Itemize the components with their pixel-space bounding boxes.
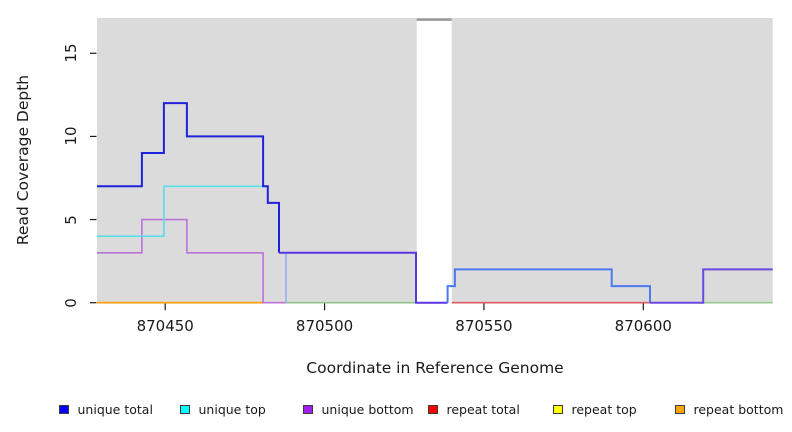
legend-item-repeat-top: repeat top [553,402,637,417]
legend-swatch-unique-bottom [303,404,313,415]
y-tick-label-15: 15 [62,43,80,63]
x-tick-label-870600: 870600 [614,317,672,335]
x-tick-label-870550: 870550 [455,317,513,335]
plot-background-right [451,18,773,304]
series-line-unique-top-visible [97,185,264,237]
y-tick-label-5: 5 [62,214,80,225]
series-line-unique-bottom-visible [97,218,286,304]
legend-label-repeat-bottom: repeat bottom [693,402,784,417]
series-line-unique-total-mid-violet [279,251,448,304]
legend-swatch-unique-top [180,404,190,415]
legend-label-unique-top: unique top [198,402,266,417]
legend-item-unique-bottom: unique bottom [303,402,414,417]
legend-swatch-unique-total [59,404,69,415]
legend-label-unique-bottom: unique bottom [321,402,414,417]
legend-label-unique-total: unique total [77,402,153,417]
series-line-unique-total-left [97,102,280,253]
legend-item-repeat-total: repeat total [428,402,520,417]
x-tick-label-870450: 870450 [136,317,194,335]
y-tick-label-0: 0 [62,297,80,308]
legend-label-repeat-total: repeat total [446,402,520,417]
series-line-unique-total-right-violet [650,268,773,304]
series-line-unique-total-mid-cornflower [446,268,651,303]
y-axis-title: Read Coverage Depth [14,74,32,246]
plot-background-left [97,18,417,304]
legend-swatch-repeat-top [553,404,563,415]
y-tick-label-10: 10 [62,126,80,146]
legend-item-unique-top: unique top [180,402,266,417]
x-tick-label-870500: 870500 [295,317,354,335]
legend-item-unique-total: unique total [59,402,153,417]
legend-item-repeat-bottom: repeat bottom [675,402,783,417]
x-axis-title: Coordinate in Reference Genome [306,359,564,377]
legend-swatch-repeat-bottom [675,404,685,415]
legend-swatch-repeat-total [428,404,438,415]
legend-label-repeat-top: repeat top [571,402,637,417]
